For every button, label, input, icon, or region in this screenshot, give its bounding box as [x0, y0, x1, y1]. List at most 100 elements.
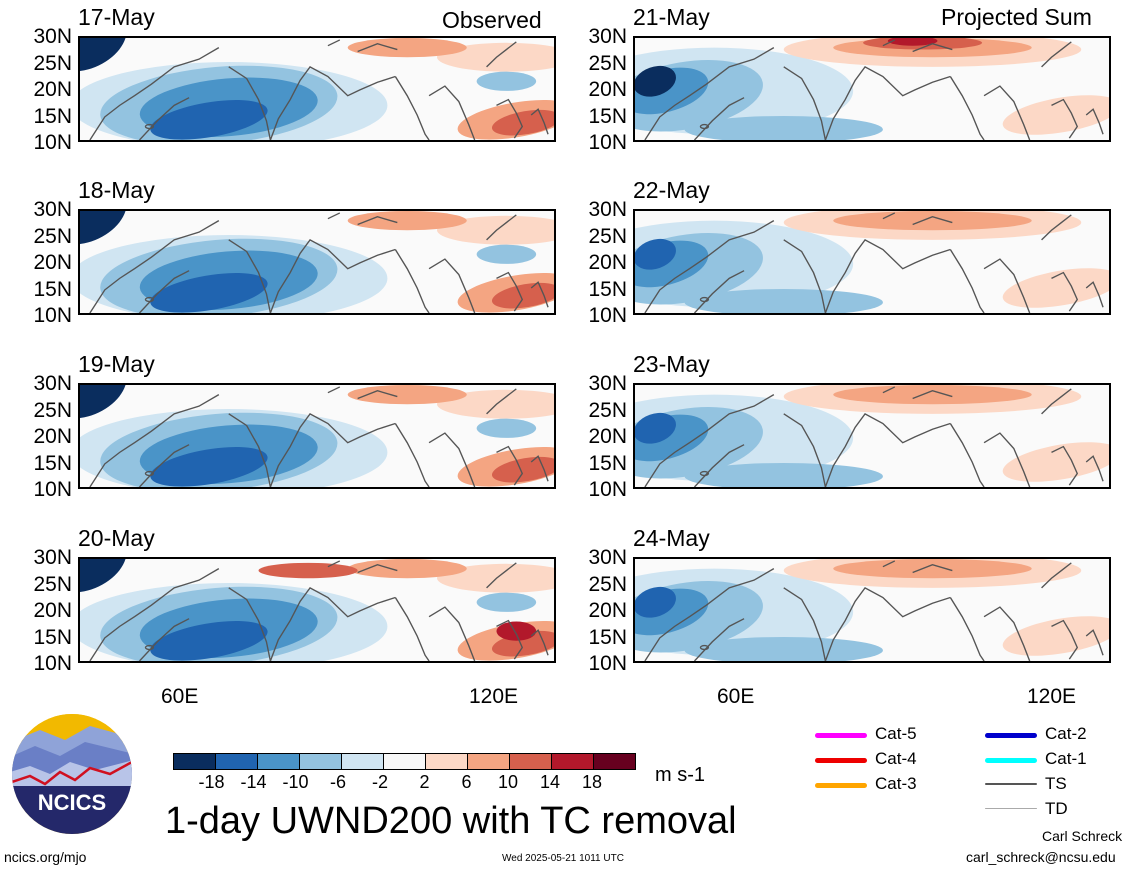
- colorbar-swatch-7: [467, 753, 510, 770]
- map-panel-left-3: [78, 557, 556, 663]
- colorbar-label-4: -2: [372, 772, 389, 792]
- lat-label-right-3-0: 30N: [588, 546, 627, 569]
- tc-legend-label-ts: TS: [1045, 774, 1067, 793]
- map-panel-left-0: [78, 36, 556, 142]
- lat-label-left-1-1: 25N: [33, 224, 72, 248]
- colorbar-label-3: -6: [330, 772, 347, 792]
- lon-label-60e-right: 60E: [717, 685, 755, 708]
- colorbar-swatch-1: [215, 753, 258, 770]
- colorbar-label-9: 18: [582, 772, 603, 792]
- lat-label-right-1-0: 30N: [588, 198, 627, 221]
- projected-sum-label: Projected Sum: [941, 4, 1092, 30]
- tc-legend-label-cat-2: Cat-2: [1045, 724, 1087, 743]
- lat-label-right-3-2: 20N: [588, 599, 627, 622]
- lat-label-right-1-2: 20N: [588, 251, 627, 274]
- map-panel-right-0: [633, 36, 1111, 142]
- lat-label-right-0-4: 10N: [588, 131, 627, 154]
- lon-label-120e-left: 120E: [469, 685, 519, 708]
- tc-legend-label-cat-3: Cat-3: [875, 774, 917, 793]
- footer-timestamp: Wed 2025-05-21 1011 UTC: [502, 853, 624, 864]
- colorbar-swatch-4: [341, 753, 384, 770]
- lat-label-left-2-2: 20N: [33, 425, 72, 448]
- date-label-right-0: 21-May: [633, 4, 710, 30]
- lat-label-right-2-4: 10N: [588, 478, 627, 501]
- lat-label-right-0-2: 20N: [588, 78, 627, 101]
- date-label-right-1: 22-May: [633, 177, 710, 203]
- tc-legend-line-cat-2: [985, 733, 1037, 738]
- colorbar-label-0: -18: [198, 772, 225, 792]
- map-panel-right-2: [633, 383, 1111, 489]
- colorbar-label-6: 6: [461, 772, 472, 792]
- colorbar-swatch-9: [551, 753, 594, 770]
- lat-label-left-3-2: 20N: [33, 599, 72, 622]
- lat-label-left-1-2: 20N: [33, 251, 72, 274]
- tc-legend-label-cat-5: Cat-5: [875, 724, 917, 743]
- colorbar-swatch-2: [257, 753, 300, 770]
- tc-legend-label-td: TD: [1045, 799, 1068, 818]
- tc-legend-line-td: [985, 808, 1037, 809]
- lat-label-left-1-4: 10N: [33, 304, 72, 327]
- lat-label-right-0-1: 25N: [588, 51, 627, 75]
- ncics-logo[interactable]: NCICS: [10, 712, 134, 836]
- map-panel-left-2: [78, 383, 556, 489]
- lat-label-left-0-3: 15N: [33, 104, 72, 128]
- colorbar-label-1: -14: [240, 772, 267, 792]
- lat-label-left-2-1: 25N: [33, 398, 72, 422]
- tc-legend-line-cat-1: [985, 758, 1037, 763]
- lon-label-60e-left: 60E: [161, 685, 199, 708]
- lat-label-right-2-0: 30N: [588, 372, 627, 395]
- lat-label-left-0-2: 20N: [33, 78, 72, 101]
- lat-label-right-3-1: 25N: [588, 572, 627, 596]
- lat-label-left-3-4: 10N: [33, 652, 72, 675]
- footer-email[interactable]: carl_schreck@ncsu.edu: [966, 849, 1116, 865]
- tc-legend-line-cat-4: [815, 758, 867, 763]
- tc-legend-line-cat-3: [815, 783, 867, 788]
- colorbar-swatch-10: [593, 753, 636, 770]
- lon-label-120e-right: 120E: [1027, 685, 1077, 708]
- lat-label-right-0-3: 15N: [588, 104, 627, 128]
- colorbar-label-5: 2: [419, 772, 430, 792]
- observed-label: Observed: [442, 7, 542, 33]
- lat-label-right-2-3: 15N: [588, 451, 627, 475]
- tc-legend-label-cat-4: Cat-4: [875, 749, 917, 768]
- footer-author: Carl Schreck: [1042, 828, 1123, 844]
- colorbar-label-8: 14: [540, 772, 561, 792]
- colorbar-swatch-3: [299, 753, 342, 770]
- colorbar-swatch-8: [509, 753, 552, 770]
- date-label-left-3: 20-May: [78, 525, 155, 551]
- date-label-left-1: 18-May: [78, 177, 155, 203]
- lat-label-left-1-0: 30N: [33, 198, 72, 221]
- colorbar-units: m s-1: [655, 764, 705, 786]
- lat-label-right-1-1: 25N: [588, 224, 627, 248]
- lat-label-right-1-4: 10N: [588, 304, 627, 327]
- tc-legend-line-cat-5: [815, 733, 867, 738]
- lat-label-right-2-2: 20N: [588, 425, 627, 448]
- date-label-right-3: 24-May: [633, 525, 710, 551]
- logo-text: NCICS: [38, 790, 106, 815]
- colorbar-label-7: 10: [498, 772, 519, 792]
- lat-label-right-2-1: 25N: [588, 398, 627, 422]
- colorbar-swatch-5: [383, 753, 426, 770]
- lat-label-left-3-0: 30N: [33, 546, 72, 569]
- date-label-left-0: 17-May: [78, 4, 155, 30]
- lat-label-right-1-3: 15N: [588, 277, 627, 301]
- date-label-right-2: 23-May: [633, 351, 710, 377]
- lat-label-right-3-3: 15N: [588, 625, 627, 649]
- lat-label-left-2-3: 15N: [33, 451, 72, 475]
- colorbar-swatch-0: [173, 753, 216, 770]
- colorbar-label-2: -10: [282, 772, 309, 792]
- lat-label-left-1-3: 15N: [33, 277, 72, 301]
- lat-label-left-2-0: 30N: [33, 372, 72, 395]
- lat-label-left-0-4: 10N: [33, 131, 72, 154]
- footer-url[interactable]: ncics.org/mjo: [4, 849, 87, 865]
- lat-label-right-3-4: 10N: [588, 652, 627, 675]
- plot-title: 1-day UWND200 with TC removal: [165, 800, 737, 842]
- lat-label-left-3-3: 15N: [33, 625, 72, 649]
- lat-label-left-0-1: 25N: [33, 51, 72, 75]
- colorbar-swatch-6: [425, 753, 468, 770]
- lat-label-left-2-4: 10N: [33, 478, 72, 501]
- tc-legend-label-cat-1: Cat-1: [1045, 749, 1087, 768]
- map-panel-left-1: [78, 209, 556, 315]
- tc-legend-line-ts: [985, 783, 1037, 785]
- map-panel-right-1: [633, 209, 1111, 315]
